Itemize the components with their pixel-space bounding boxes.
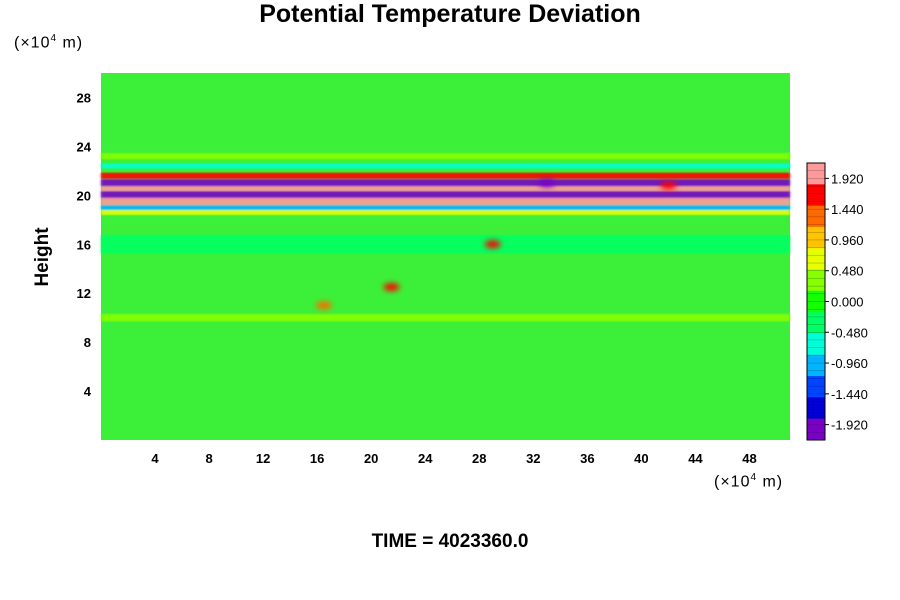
heatmap-band-7 xyxy=(101,163,790,169)
y-tick-4: 20 xyxy=(77,188,91,203)
y-tick-5: 24 xyxy=(77,139,92,154)
heatmap-band-5 xyxy=(101,205,790,211)
x-tick-9: 40 xyxy=(634,451,648,466)
heatmap-band-8 xyxy=(101,153,790,160)
y-axis-ticks: 4 8 12 16 20 24 28 xyxy=(77,90,92,399)
heatmap-band-10 xyxy=(101,313,790,322)
heatmap-blob-3 xyxy=(538,179,555,188)
colorbar-swatch-6 xyxy=(807,290,825,313)
colorbar-tick-label-3: 0.480 xyxy=(831,264,864,279)
x-unit-prefix: (×10 xyxy=(714,473,751,491)
colorbar-swatch-12 xyxy=(807,418,825,441)
heatmap-blob-4 xyxy=(660,181,677,190)
colorbar-swatch-9 xyxy=(807,354,825,377)
colorbar-swatch-3 xyxy=(807,226,825,249)
colorbar-swatch-8 xyxy=(807,333,825,356)
y-tick-1: 8 xyxy=(84,335,91,350)
x-axis-ticks: 4 8 12 16 20 24 28 32 36 40 44 48 xyxy=(151,451,756,466)
y-tick-2: 12 xyxy=(77,286,91,301)
colorbar-swatch-7 xyxy=(807,312,825,334)
colorbar-tick-label-6: -0.960 xyxy=(831,356,868,371)
time-label: TIME = 4023360.0 xyxy=(371,531,529,552)
colorbar-swatch-2 xyxy=(807,205,825,228)
heatmap-band-1 xyxy=(101,179,790,187)
colorbar-tick-label-7: -1.440 xyxy=(831,387,868,402)
colorbar-tick-label-2: 0.960 xyxy=(831,233,864,248)
heatmap-band-9 xyxy=(101,235,790,254)
colorbar-swatch-11 xyxy=(807,397,825,420)
y-unit-exponent: 4 xyxy=(50,33,58,44)
x-tick-2: 12 xyxy=(256,451,270,466)
heatmap-band-2 xyxy=(101,186,790,193)
colorbar-tick-label-1: 1.440 xyxy=(831,202,864,217)
colorbar-swatch-10 xyxy=(807,376,825,398)
colorbar: 1.920 1.440 0.960 0.480 0.000 -0.480 -0.960 -1.… xyxy=(806,162,868,441)
heatmap-band-3 xyxy=(101,191,790,200)
heatmap-blob-0 xyxy=(484,240,501,249)
y-tick-3: 16 xyxy=(77,237,91,252)
x-unit-suffix: m) xyxy=(757,473,784,491)
heatmap-band-6 xyxy=(101,210,790,215)
colorbar-swatch-1 xyxy=(807,184,825,207)
chart-title: Potential Temperature Deviation xyxy=(259,0,641,28)
heatmap-blob-2 xyxy=(315,301,332,310)
colorbar-tick-label-8: -1.920 xyxy=(831,418,868,433)
x-tick-3: 16 xyxy=(310,451,324,466)
x-tick-8: 36 xyxy=(580,451,594,466)
y-tick-0: 4 xyxy=(84,384,92,399)
heatmap-bands xyxy=(101,153,790,322)
x-tick-7: 32 xyxy=(526,451,540,466)
x-tick-10: 44 xyxy=(688,451,703,466)
y-unit-prefix: (×10 xyxy=(14,34,51,52)
x-tick-1: 8 xyxy=(205,451,212,466)
heatmap-band-0 xyxy=(101,172,790,179)
y-unit-suffix: m) xyxy=(57,34,84,52)
x-tick-0: 4 xyxy=(151,451,159,466)
colorbar-swatch-5 xyxy=(807,269,825,292)
colorbar-tick-label-4: 0.000 xyxy=(831,295,864,310)
heatmap-blobs xyxy=(315,179,677,310)
heatmap-band-4 xyxy=(101,197,790,206)
x-axis-unit: (×104 m) xyxy=(714,472,783,491)
colorbar-tick-label-0: 1.920 xyxy=(831,171,864,186)
heatmap-background xyxy=(101,73,790,440)
colorbar-swatch-4 xyxy=(807,248,825,271)
x-tick-5: 24 xyxy=(418,451,433,466)
x-tick-6: 28 xyxy=(472,451,486,466)
plot-area xyxy=(101,73,790,440)
colorbar-swatch-0 xyxy=(807,163,825,185)
x-tick-4: 20 xyxy=(364,451,378,466)
x-tick-11: 48 xyxy=(742,451,756,466)
y-tick-6: 28 xyxy=(77,90,91,105)
x-unit-exponent: 4 xyxy=(750,472,758,483)
colorbar-tick-label-5: -0.480 xyxy=(831,325,868,340)
y-axis-unit: (×104 m) xyxy=(14,33,83,52)
heatmap-blob-1 xyxy=(383,283,400,292)
